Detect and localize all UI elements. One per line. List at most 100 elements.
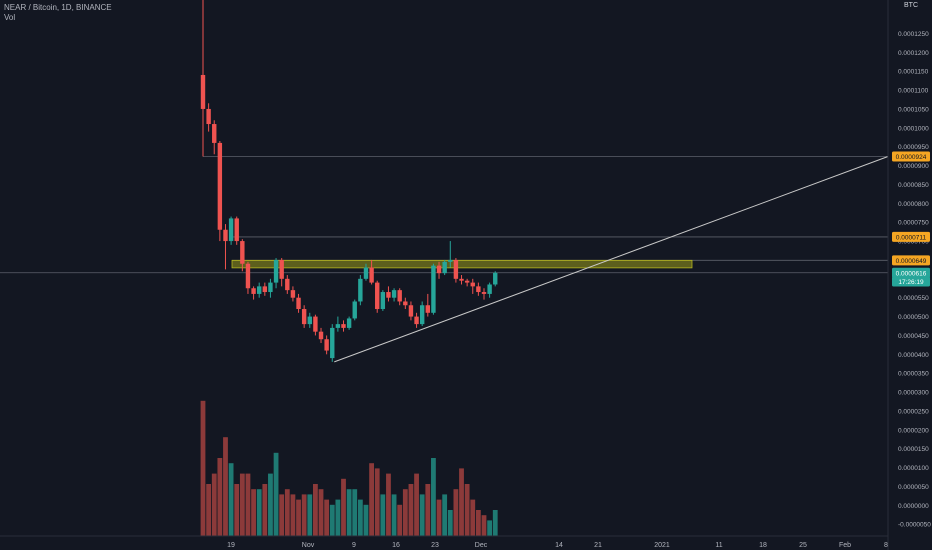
candle-body (240, 241, 245, 264)
candle-body (234, 218, 239, 242)
volume-bar (279, 494, 285, 536)
candle-body (408, 305, 414, 317)
volume-bar (296, 499, 301, 536)
candle-body (375, 282, 380, 310)
volume-bar (268, 473, 273, 536)
ascending-trendline[interactable] (334, 156, 889, 363)
candle-body (223, 229, 228, 242)
price-tick-label: 0.0001050 (898, 106, 929, 113)
price-tick-label: 0.0000200 (898, 427, 929, 434)
candle-body (431, 265, 436, 313)
volume-bar (324, 499, 330, 536)
candle-body (493, 272, 498, 285)
candle-body (335, 324, 341, 328)
candle-body (425, 305, 430, 313)
candle-body (251, 288, 256, 294)
volume-bar (453, 489, 459, 536)
date-tick-label: 2021 (654, 542, 670, 549)
volume-bar (464, 484, 470, 536)
volume-bar (290, 494, 296, 536)
candle-body (386, 292, 391, 298)
candle-body (476, 286, 481, 293)
candle-body (217, 142, 223, 230)
date-tick-label: 25 (799, 542, 807, 549)
candle-body (436, 265, 442, 274)
candle-body (358, 278, 363, 302)
volume-bar (318, 489, 324, 536)
price-tick-label: 0.0000850 (898, 182, 929, 189)
trendline[interactable] (334, 156, 889, 363)
candle-body (442, 261, 447, 274)
volume-bar (475, 510, 481, 536)
volume-bar (481, 515, 487, 536)
candle-body (352, 301, 357, 319)
candle-body (464, 280, 470, 283)
volume-bar (431, 458, 436, 536)
price-tick-label: 0.0000150 (898, 446, 929, 453)
date-tick-label: 9 (352, 542, 356, 549)
candle-body (341, 324, 346, 328)
volume-bar (414, 473, 419, 536)
volume-bar (487, 520, 493, 536)
candle-body (279, 259, 284, 279)
price-tick-label: 0.0000800 (898, 201, 929, 208)
date-tick-label: Nov (302, 542, 315, 549)
volume-bar (419, 494, 425, 536)
volume-bar (391, 494, 397, 536)
candle-body (318, 331, 324, 340)
price-tick-label: 0.0000950 (898, 144, 929, 151)
volume-bar (223, 437, 228, 536)
chart-legend: NEAR / Bitcoin, 1D, BINANCE Vol (4, 3, 112, 23)
date-tick-label: 21 (594, 542, 602, 549)
volume-bar (352, 489, 358, 536)
volume-bar (262, 484, 268, 536)
price-tick-label: 0.0000550 (898, 295, 929, 302)
volume-bar (357, 499, 363, 536)
volume-bar (251, 489, 256, 536)
resistance-high-label-bg (892, 151, 930, 162)
price-tick-label: 0.0000350 (898, 371, 929, 378)
last-price-label-bg (892, 267, 930, 278)
candle-body (391, 290, 397, 298)
candle-body (369, 267, 374, 283)
candle-body (296, 297, 301, 310)
time-axis[interactable]: 19 Nov 9 16 23 Dec 14 21 2021 11 18 25 Feb 8 (227, 542, 888, 549)
countdown-label: 17:26:19 (898, 279, 924, 286)
price-tick-label: 0.0000500 (898, 314, 929, 321)
candles (200, 0, 498, 362)
candle-body (268, 282, 273, 293)
candle-body (481, 292, 487, 294)
date-tick-label: 19 (227, 542, 235, 549)
candle-body (380, 292, 386, 310)
candle-body (257, 286, 262, 294)
volume-bar (447, 510, 453, 536)
candle-body (262, 286, 268, 293)
volume-bar (239, 473, 245, 536)
candle-body (228, 218, 234, 242)
resistance-zone[interactable] (231, 259, 693, 269)
price-tick-label: 0.0001150 (898, 69, 929, 76)
volume-bar (335, 499, 341, 536)
zone-top-label: 0.0000649 (896, 258, 927, 265)
symbol-title[interactable]: NEAR / Bitcoin, 1D, BINANCE (4, 3, 112, 12)
candle-body (397, 290, 402, 302)
volume-bar (329, 504, 335, 536)
date-tick-label: 14 (555, 542, 563, 549)
countdown-label-bg (892, 276, 930, 287)
price-tick-label: 0.0000900 (898, 163, 929, 170)
volume-indicator-label[interactable]: Vol (4, 13, 16, 22)
volume-bar (284, 489, 290, 536)
volume-bar (397, 504, 403, 536)
volume-bar (470, 499, 476, 536)
volume-bar (301, 494, 307, 536)
candle-body (346, 318, 352, 328)
date-tick-label: 11 (715, 542, 722, 549)
volume-bar (408, 484, 414, 536)
volume-bar (228, 463, 234, 536)
resistance-zone-rect[interactable] (231, 259, 693, 269)
candle-body (330, 327, 335, 359)
volume-bar (245, 473, 251, 536)
candle-body (301, 309, 307, 325)
price-tick-label: 0.0001100 (898, 88, 929, 95)
